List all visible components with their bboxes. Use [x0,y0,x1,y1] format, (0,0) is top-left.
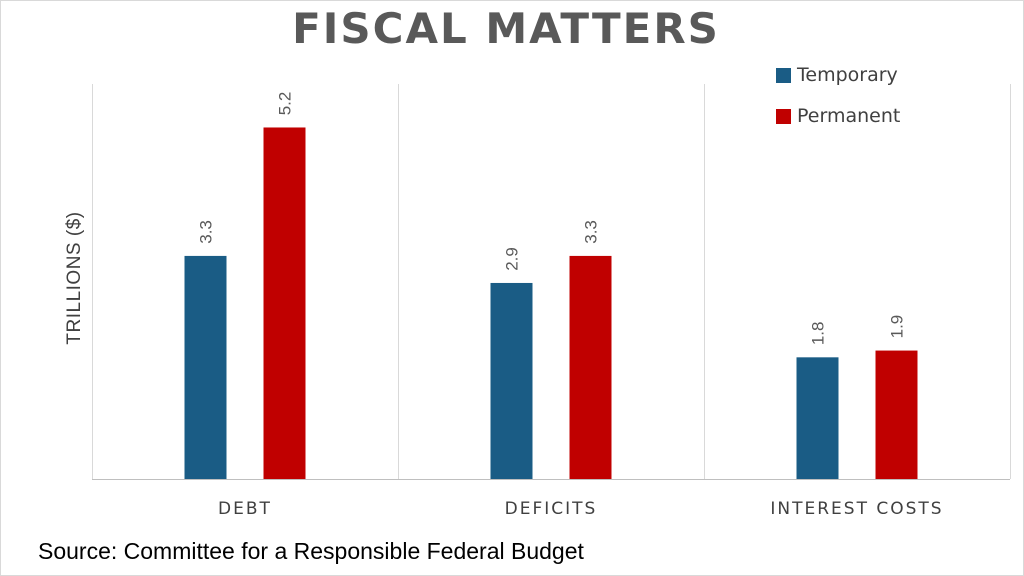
legend: Temporary Permanent [776,64,900,146]
legend-swatch-temporary [776,67,791,83]
legend-item-permanent: Permanent [776,105,900,127]
bar-temporary [796,357,839,479]
bar-temporary [490,282,533,479]
x-tick-label: INTEREST COSTS [770,499,943,519]
legend-item-temporary: Temporary [776,64,900,86]
data-label-permanent: 1.9 [888,315,907,339]
legend-label-permanent: Permanent [797,105,901,127]
bar-temporary [184,255,227,479]
x-tick-label: DEBT [218,499,272,519]
x-tick-label: DEFICITS [505,499,598,519]
bar-permanent [263,127,306,479]
data-label-temporary: 3.3 [197,220,216,244]
bar-permanent [875,350,918,479]
legend-swatch-permanent [776,108,791,124]
source-note: Source: Committee for a Responsible Fede… [38,538,584,564]
legend-label-temporary: Temporary [797,64,898,86]
data-label-permanent: 5.2 [276,92,295,116]
bar-permanent [569,255,612,479]
data-label-temporary: 1.8 [809,321,828,345]
chart-title: FISCAL MATTERS [292,4,720,53]
data-label-temporary: 2.9 [503,247,522,271]
data-label-permanent: 3.3 [582,220,601,244]
